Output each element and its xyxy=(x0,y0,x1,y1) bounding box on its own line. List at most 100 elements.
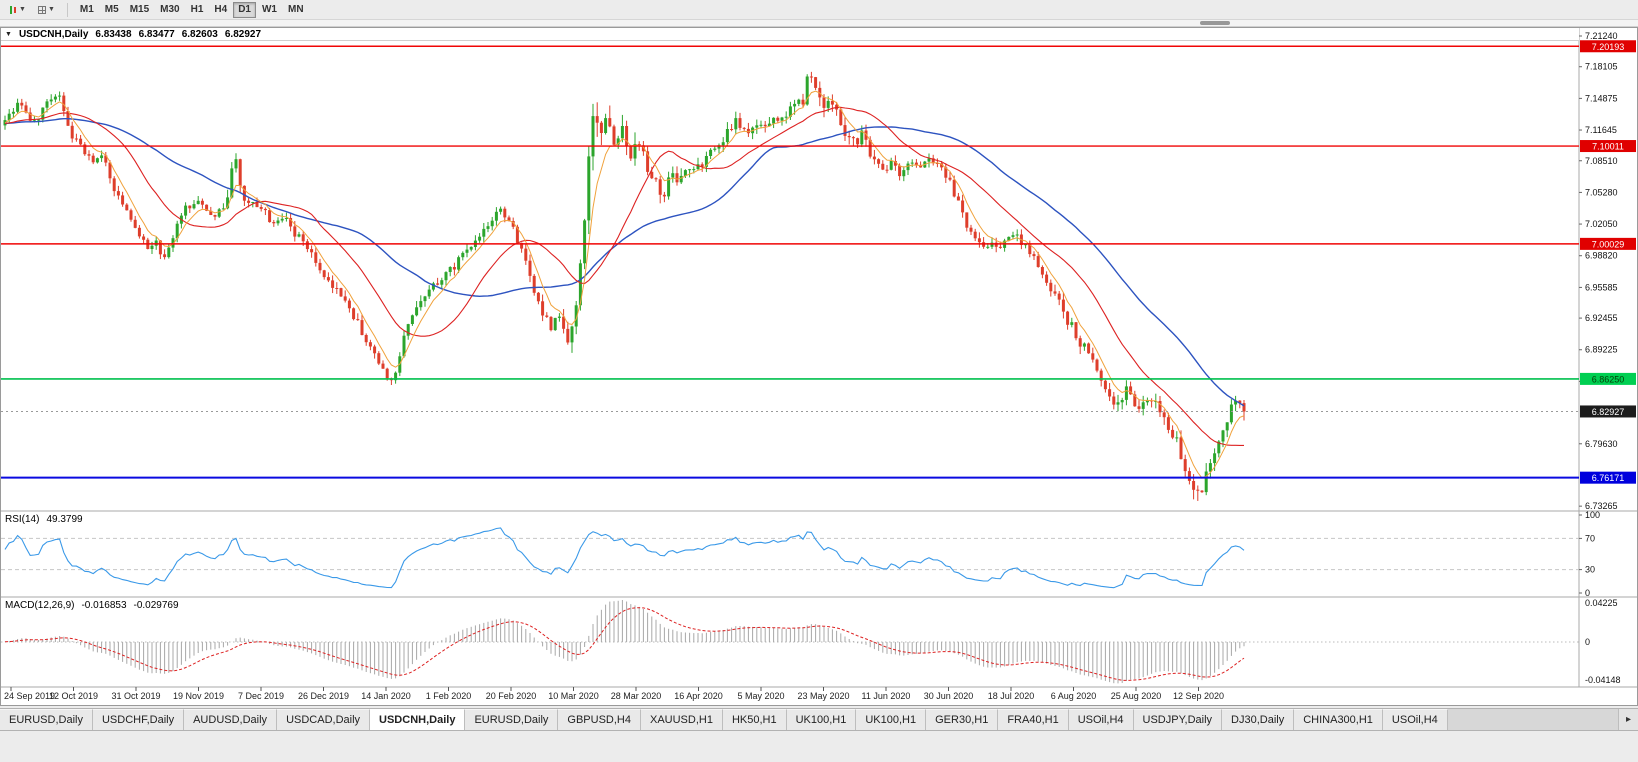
toolbar-separator xyxy=(66,2,68,17)
macd-main-value: -0.016853 xyxy=(81,600,127,611)
ma-fast-line xyxy=(4,90,1245,479)
chart-tab-17-usoil-h4[interactable]: USOil,H4 xyxy=(1382,709,1448,730)
timeframe-m15-button[interactable]: M15 xyxy=(125,2,154,18)
price-tick-label: 7.14875 xyxy=(1585,93,1618,103)
chart-tab-16-china300-h1[interactable]: CHINA300,H1 xyxy=(1294,709,1383,730)
chart-tab-1-usdchf-daily[interactable]: USDCHF,Daily xyxy=(92,709,185,730)
ohlc-open: 6.83438 xyxy=(95,28,132,40)
candlestick-icon xyxy=(9,5,17,15)
support-seven-badge-label: 7.00029 xyxy=(1592,239,1625,249)
chart-tab-2-audusd-daily[interactable]: AUDUSD,Daily xyxy=(184,709,278,730)
template-dropdown-button[interactable]: ▼ xyxy=(33,2,60,18)
resistance-mid-badge xyxy=(1580,140,1636,153)
rsi-axis-label: 30 xyxy=(1585,565,1595,575)
date-label: 28 Mar 2020 xyxy=(611,691,662,701)
price-tick-label: 6.92455 xyxy=(1585,313,1618,323)
chart-tab-8-hk50-h1[interactable]: HK50,H1 xyxy=(722,709,787,730)
chart-tab-10-uk100-h1[interactable]: UK100,H1 xyxy=(856,709,927,730)
chart-tab-7-xauusd-h1[interactable]: XAUUSD,H1 xyxy=(640,709,723,730)
chart-tab-14-usdjpy-daily[interactable]: USDJPY,Daily xyxy=(1133,709,1223,730)
chart-title-strip: ▼ USDCNH,Daily 6.83438 6.83477 6.82603 6… xyxy=(1,28,1579,41)
candles xyxy=(3,71,1246,501)
date-label: 19 Nov 2019 xyxy=(173,691,224,701)
ohlc-close: 6.82927 xyxy=(224,28,262,40)
rsi-axis-label: 70 xyxy=(1585,533,1595,543)
macd-signal-value: -0.029769 xyxy=(133,600,179,611)
date-label: 6 Aug 2020 xyxy=(1051,691,1097,701)
support-green-badge xyxy=(1580,372,1636,385)
date-label: 30 Jun 2020 xyxy=(924,691,974,701)
macd-axis-zero-label: 0 xyxy=(1585,637,1590,647)
chart-scrollbar[interactable] xyxy=(0,20,1638,27)
chart-tab-13-usoil-h4[interactable]: USOil,H4 xyxy=(1068,709,1134,730)
support-blue-badge xyxy=(1580,471,1636,484)
top-toolbar: ▼ ▼ M1 M5 M15 M30 H1 H4 D1 W1 MN xyxy=(0,0,1638,20)
rsi-name: RSI(14) xyxy=(5,514,40,525)
timeframe-d1-button[interactable]: D1 xyxy=(233,1,256,18)
price-tick-label: 7.21240 xyxy=(1585,31,1618,41)
chart-tab-12-fra40-h1[interactable]: FRA40,H1 xyxy=(998,709,1069,730)
date-label: 1 Feb 2020 xyxy=(426,691,472,701)
timeframe-m5-button[interactable]: M5 xyxy=(100,2,124,18)
chart-window: 7.21240 7.18105 7.14875 7.11645 7.08510 7.052… xyxy=(0,27,1638,706)
ma-slow-line xyxy=(4,117,1245,407)
timeframe-h1-button[interactable]: H1 xyxy=(186,2,209,18)
price-tick-label: 7.05280 xyxy=(1585,187,1618,197)
chart-tab-11-ger30-h1[interactable]: GER30,H1 xyxy=(926,709,999,730)
price-tick-label: 6.79630 xyxy=(1585,439,1618,449)
rsi-value: 49.3799 xyxy=(46,514,83,525)
timeframe-mn-button[interactable]: MN xyxy=(283,2,309,18)
quick-trade-arrow-icon[interactable]: ▼ xyxy=(5,30,12,38)
price-tick-label: 6.98820 xyxy=(1585,251,1618,261)
macd-histogram xyxy=(4,600,1245,684)
chart-tab-bar: EURUSD,Daily USDCHF,Daily AUDUSD,Daily USDC… xyxy=(0,708,1638,731)
support-blue-badge-label: 6.76171 xyxy=(1592,473,1625,483)
date-label: 12 Sep 2020 xyxy=(1173,691,1224,701)
chart-tab-3-usdcad-daily[interactable]: USDCAD,Daily xyxy=(277,709,371,730)
current-price-badge xyxy=(1580,405,1636,418)
rsi-axis-label: 0 xyxy=(1585,588,1590,598)
date-label: 14 Jan 2020 xyxy=(361,691,411,701)
grid-icon xyxy=(37,5,46,14)
ohlc-low: 6.82603 xyxy=(181,28,218,40)
support-green-badge-label: 6.86250 xyxy=(1592,374,1625,384)
chart-tab-5-eurusd-daily[interactable]: EURUSD,Daily xyxy=(465,709,559,730)
scrollbar-thumb[interactable] xyxy=(1200,21,1230,25)
rsi-pane-label: RSI(14) 49.3799 xyxy=(5,514,83,525)
date-label: 11 Jun 2020 xyxy=(862,691,911,701)
price-tick-label: 6.95585 xyxy=(1585,282,1618,292)
timeframe-m1-button[interactable]: M1 xyxy=(75,2,99,18)
support-seven-badge xyxy=(1580,237,1636,250)
chart-tab-0-eurusd-daily[interactable]: EURUSD,Daily xyxy=(0,709,93,730)
timeframe-m30-button[interactable]: M30 xyxy=(155,2,184,18)
price-tick-label: 7.08510 xyxy=(1585,156,1618,166)
timeframe-h4-button[interactable]: H4 xyxy=(209,2,232,18)
timeframe-w1-button[interactable]: W1 xyxy=(257,2,282,18)
price-tick-label: 7.11645 xyxy=(1585,125,1617,135)
chart-type-dropdown-button[interactable]: ▼ xyxy=(4,2,31,18)
date-label: 24 Sep 2019 xyxy=(4,691,55,701)
macd-name: MACD(12,26,9) xyxy=(5,600,75,611)
macd-axis-bottom-label: -0.04148 xyxy=(1585,675,1621,685)
chart-tab-6-gbpusd-h4[interactable]: GBPUSD,H4 xyxy=(558,709,641,730)
chart-tab-9-uk100-h1[interactable]: UK100,H1 xyxy=(786,709,857,730)
tab-scroll-right-button[interactable]: ▸ xyxy=(1618,709,1638,730)
chart-tab-4-usdcnh-daily[interactable]: USDCNH,Daily xyxy=(370,709,466,730)
candlestick-chart-canvas[interactable]: 7.21240 7.18105 7.14875 7.11645 7.08510 7.052… xyxy=(1,28,1637,705)
resistance-mid-badge-label: 7.10011 xyxy=(1592,142,1624,152)
chart-tab-15-dj30-daily[interactable]: DJ30,Daily xyxy=(1222,709,1295,730)
macd-axis-top-label: 0.04225 xyxy=(1585,598,1618,608)
chevron-down-icon: ▼ xyxy=(19,6,26,13)
macd-signal-line xyxy=(4,607,1245,681)
symbol-label: USDCNH,Daily xyxy=(18,28,89,40)
current-price-badge-label: 6.82927 xyxy=(1592,407,1625,417)
date-label: 20 Feb 2020 xyxy=(486,691,537,701)
chevron-down-icon: ▼ xyxy=(47,6,55,13)
date-label: 5 May 2020 xyxy=(737,691,784,701)
timeframe-group: M1 M5 M15 M30 H1 H4 D1 W1 MN xyxy=(75,1,309,18)
ma-mid-line xyxy=(4,106,1244,446)
resistance-upper-badge xyxy=(1580,40,1636,53)
date-label: 18 Jul 2020 xyxy=(988,691,1035,701)
price-tick-label: 7.02050 xyxy=(1585,219,1618,229)
date-label: 31 Oct 2019 xyxy=(111,691,160,701)
